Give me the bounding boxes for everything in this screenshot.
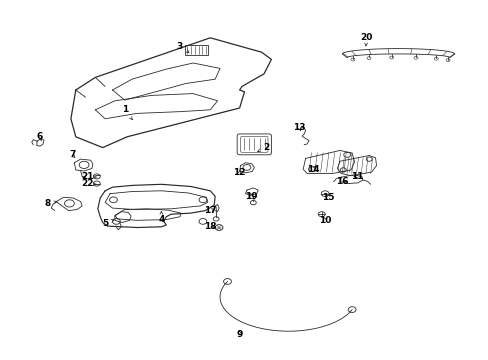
Text: 16: 16: [335, 177, 348, 186]
Text: 5: 5: [102, 219, 114, 228]
Text: 11: 11: [350, 172, 363, 181]
Text: 10: 10: [318, 216, 331, 225]
Text: 2: 2: [257, 143, 269, 152]
Text: 22: 22: [81, 179, 96, 188]
Text: 6: 6: [37, 132, 43, 141]
Text: 20: 20: [360, 33, 372, 46]
Text: 18: 18: [203, 222, 216, 231]
Text: 14: 14: [306, 165, 319, 174]
Text: 7: 7: [69, 150, 76, 159]
Text: 17: 17: [203, 206, 216, 215]
Bar: [184, 45, 208, 55]
Text: 21: 21: [81, 172, 96, 181]
Text: 15: 15: [322, 194, 334, 202]
Text: 8: 8: [45, 199, 57, 208]
Text: 3: 3: [177, 42, 189, 53]
Text: 4: 4: [158, 211, 164, 224]
Text: 13: 13: [292, 123, 305, 132]
Text: 1: 1: [122, 105, 132, 120]
Text: 12: 12: [233, 168, 245, 177]
Text: 9: 9: [236, 330, 243, 338]
Text: 19: 19: [245, 192, 258, 201]
